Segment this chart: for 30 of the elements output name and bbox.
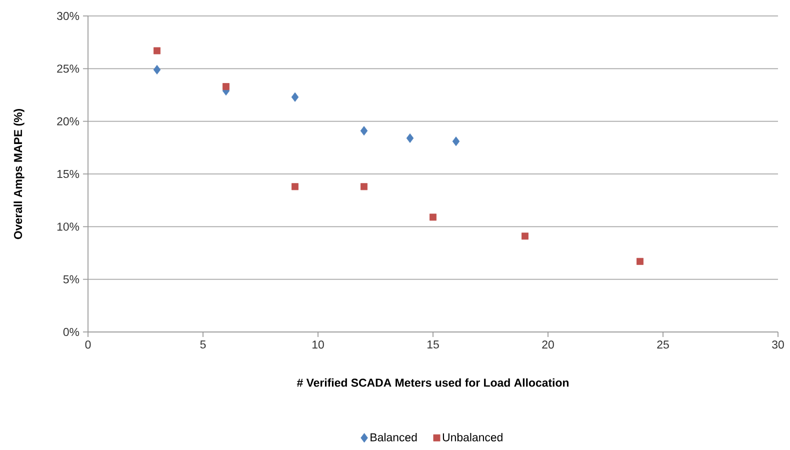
point — [153, 64, 161, 74]
y-tick-label: 30% — [56, 12, 80, 20]
y-tick-label: 25% — [57, 64, 80, 73]
x-tick-label: 10 — [312, 340, 324, 349]
point — [154, 47, 160, 54]
y-tick-label: 20% — [57, 117, 80, 126]
point — [360, 126, 368, 136]
y-tick-label: 5% — [63, 275, 80, 284]
x-tick-label: 25 — [657, 340, 669, 349]
point — [222, 83, 230, 90]
point — [291, 92, 299, 102]
point — [452, 136, 460, 146]
legend-label: Balanced — [370, 432, 417, 442]
point — [292, 183, 298, 190]
x-tick-label: 5 — [200, 340, 206, 348]
point — [636, 258, 644, 265]
y-tick-label: 10% — [57, 222, 80, 231]
x-tick-label: 0 — [85, 340, 91, 349]
x-tick-label: 15 — [428, 340, 439, 348]
x-tick-label: 30 — [772, 340, 784, 349]
y-tick-label: 15% — [57, 170, 80, 178]
point — [522, 232, 528, 240]
y-axis-title: Overall Amps MAPE (%) — [14, 108, 24, 240]
y-tick-label: 0% — [63, 328, 80, 336]
point — [406, 133, 414, 143]
point — [360, 183, 368, 190]
x-tick-label: 20 — [542, 340, 554, 349]
point — [430, 214, 436, 221]
legend-label: Unbalanced — [442, 432, 502, 442]
x-axis-title: # Verified SCADA Meters used for Load Allocation — [296, 378, 569, 387]
